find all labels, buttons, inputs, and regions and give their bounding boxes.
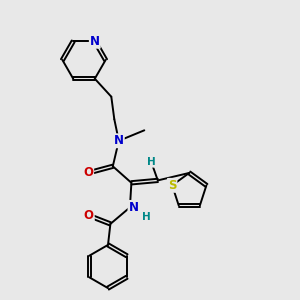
Text: O: O — [84, 209, 94, 222]
Text: N: N — [114, 134, 124, 147]
Text: N: N — [90, 35, 100, 48]
Text: S: S — [168, 179, 176, 192]
Text: O: O — [83, 167, 93, 179]
Text: H: H — [147, 157, 156, 167]
Text: H: H — [142, 212, 151, 222]
Text: N: N — [128, 201, 139, 214]
